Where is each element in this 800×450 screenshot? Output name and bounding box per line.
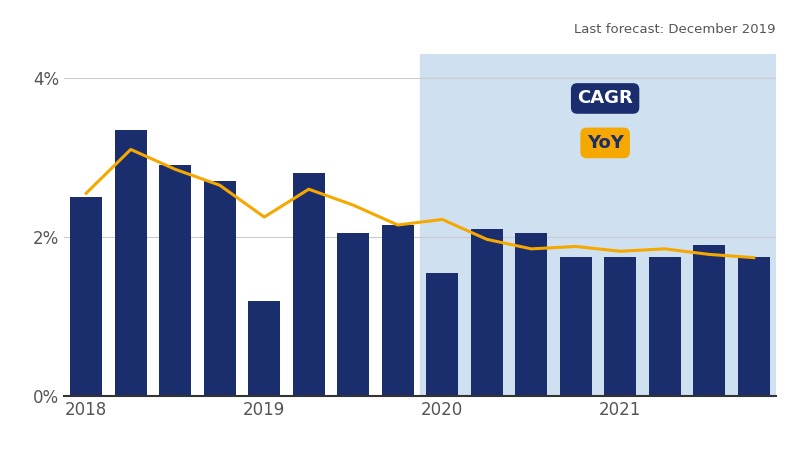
Bar: [738, 257, 770, 396]
Text: CAGR: CAGR: [578, 90, 633, 108]
Bar: [649, 257, 681, 396]
Bar: [382, 225, 414, 396]
Bar: [293, 173, 325, 396]
Bar: [420, 54, 776, 396]
Bar: [159, 165, 191, 396]
Bar: [338, 233, 370, 396]
Bar: [470, 229, 502, 396]
Bar: [604, 257, 636, 396]
Bar: [114, 130, 146, 396]
Bar: [694, 245, 726, 396]
Bar: [560, 257, 592, 396]
Bar: [426, 273, 458, 396]
Bar: [204, 181, 236, 396]
Text: YoY: YoY: [586, 134, 623, 152]
Bar: [70, 197, 102, 396]
Text: Last forecast: December 2019: Last forecast: December 2019: [574, 23, 776, 36]
Bar: [248, 301, 280, 396]
Bar: [515, 233, 547, 396]
